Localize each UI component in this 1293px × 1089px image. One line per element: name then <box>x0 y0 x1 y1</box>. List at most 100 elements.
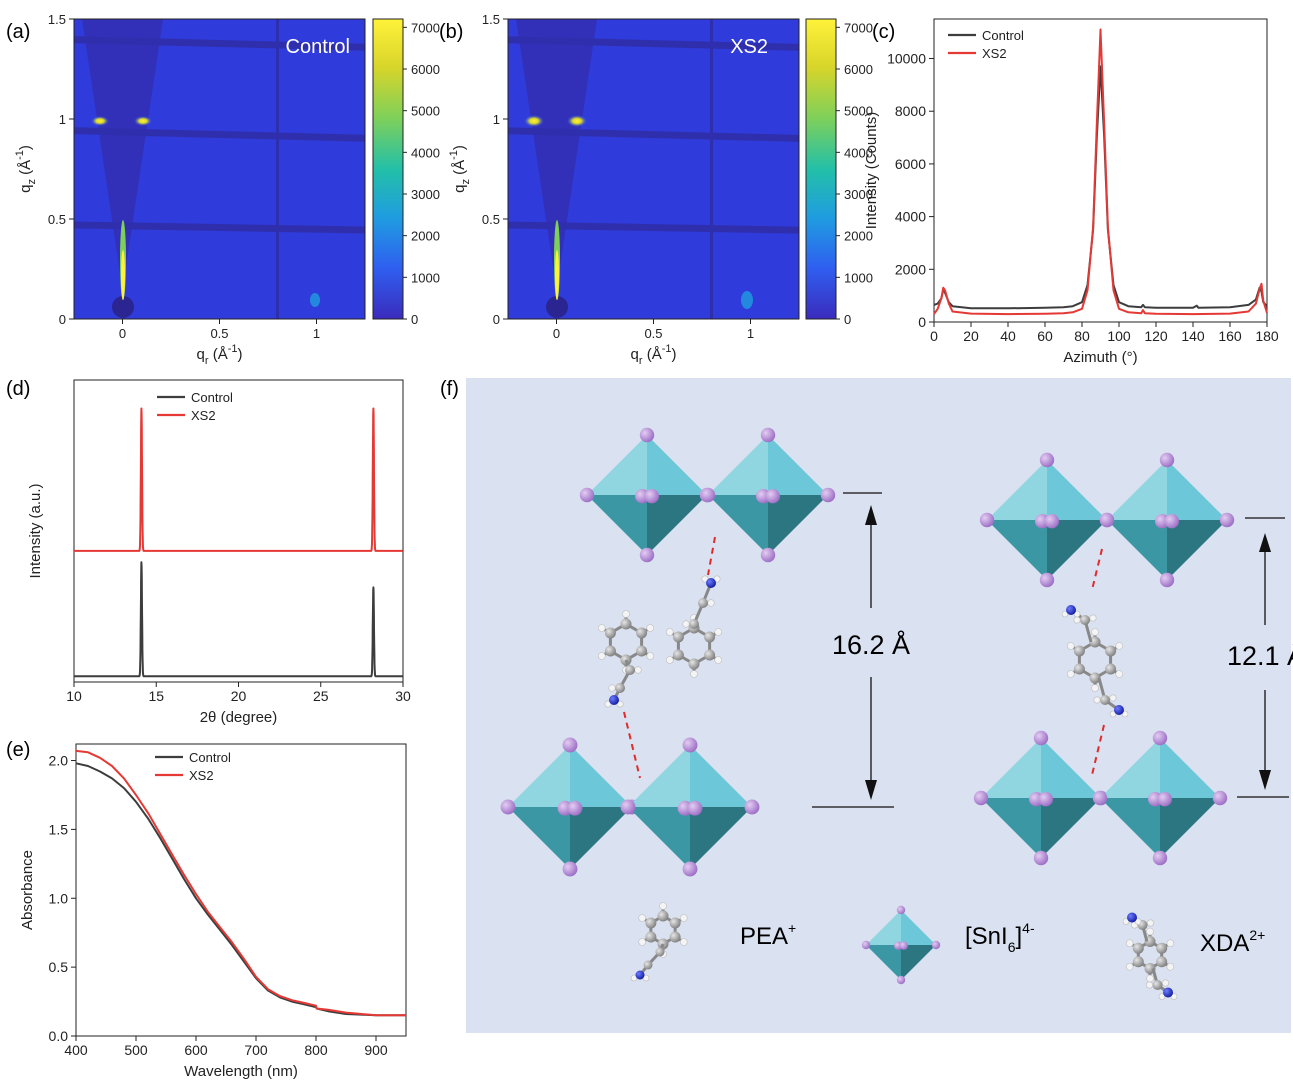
carbon-atom <box>604 627 616 639</box>
x-axis-label: qr (Å-1) <box>631 343 677 367</box>
iodide-atom <box>1159 452 1175 468</box>
colorbar-tick-label: 0 <box>844 312 851 327</box>
hydrogen-atom <box>1091 628 1099 636</box>
iodide-atom <box>760 547 776 563</box>
y-tick-label: 0 <box>493 312 500 327</box>
x-axis-label: Azimuth (°) <box>1063 349 1137 366</box>
panel-label-d: (d) <box>6 378 30 400</box>
colorbar-b: 0 1000 2000 3000 4000 5000 6000 7000 <box>805 18 873 327</box>
octa-face <box>1100 738 1160 798</box>
nitrogen-atom <box>609 695 619 705</box>
sni6-octahedron <box>500 737 640 877</box>
panel-label-a: (a) <box>6 21 30 43</box>
iodide-atom <box>562 861 578 877</box>
x-axis-label: qr (Å-1) <box>197 343 243 367</box>
colorbar-tick-label: 2000 <box>844 229 873 244</box>
hydrogen-atom <box>1066 670 1075 678</box>
octa-face <box>768 435 828 495</box>
series-line-control <box>75 762 406 1017</box>
octahedra-layers <box>500 427 1235 985</box>
octa-face <box>987 520 1047 580</box>
carbon-atom <box>698 598 708 608</box>
hydrogen-atom <box>646 624 655 632</box>
hydrogen-atom <box>622 610 630 618</box>
carbon-atom <box>1089 636 1101 648</box>
iodide-atom <box>896 975 906 985</box>
series-line-xs2 <box>75 749 406 1017</box>
colorbar-tick-label: 6000 <box>411 62 440 77</box>
legend-label-xs2: XS2 <box>982 46 1007 61</box>
nitrogen-atom <box>1163 987 1173 998</box>
colorbar-tick-label: 7000 <box>411 20 440 35</box>
iodide-atom <box>1099 512 1115 528</box>
hydrogen-bond <box>623 711 641 779</box>
y-tick-label: 10000 <box>887 51 926 67</box>
hydrogen-atom <box>1162 979 1170 987</box>
hydrogen-atom <box>597 624 606 632</box>
iodide-atom <box>973 790 989 806</box>
x-tick-label: 15 <box>148 688 164 704</box>
carbon-atom <box>1156 942 1168 954</box>
octa-face <box>647 495 707 555</box>
iodide-atom <box>639 427 655 443</box>
octa-face <box>987 460 1047 520</box>
x-tick-label: 1 <box>747 326 754 341</box>
y-axis-label: Absorbance <box>19 850 36 930</box>
x-tick-label: 500 <box>124 1042 148 1058</box>
carbon-atom <box>672 631 684 643</box>
iodide-atom <box>682 861 698 877</box>
iodide-atom <box>620 799 636 815</box>
iodide-atom <box>765 489 780 504</box>
x-tick-label: 180 <box>1255 328 1279 344</box>
legend-label-xs2: XS2 <box>189 768 214 783</box>
carbon-atom <box>672 649 684 661</box>
octa-face <box>1100 798 1160 858</box>
legend-label-control: Control <box>191 390 233 405</box>
octa-face <box>981 798 1041 858</box>
spacing-label-left: 16.2 Å <box>832 629 910 660</box>
giwaxs-map-xs2: XS2 <box>507 19 800 319</box>
y-tick-label: 1.5 <box>48 12 66 27</box>
octa-face <box>587 495 647 555</box>
x-axis-label: Wavelength (nm) <box>184 1063 298 1080</box>
series-line-xs2 <box>933 28 1268 316</box>
octa-face <box>1160 798 1220 858</box>
hydrogen-atom <box>1089 614 1097 622</box>
x-tick-label: 0 <box>119 326 126 341</box>
colorbar-gradient <box>372 18 404 320</box>
panel-label-f: (f) <box>440 378 459 400</box>
hydrogen-atom <box>1146 974 1154 983</box>
sni6-octahedron <box>579 427 715 563</box>
iodide-atom <box>1157 792 1173 807</box>
iodide-atom <box>744 799 760 815</box>
nitrogen-atom <box>1114 705 1124 715</box>
carbon-atom <box>1132 956 1144 968</box>
carbon-atom <box>620 618 632 630</box>
octa-face <box>901 945 936 980</box>
x-tick-label: 900 <box>364 1042 388 1058</box>
octa-face <box>1107 520 1167 580</box>
x-tick-label: 30 <box>395 688 411 704</box>
x-tick-label: 120 <box>1144 328 1168 344</box>
chart-azimuth: 0 20 40 60 80 100 120 140 160 180 0 2000 4000 6000 800… <box>863 18 1279 366</box>
octa-face <box>708 495 768 555</box>
y-axis-label: qz (Å-1) <box>448 145 472 193</box>
iodide-atom <box>931 940 941 950</box>
y-tick-label: 1.0 <box>49 890 69 906</box>
octa-face <box>690 807 752 869</box>
carbon-atom <box>657 910 669 922</box>
hydrogen-atom <box>1091 684 1099 692</box>
hydrogen-atom <box>665 656 674 664</box>
iodide-atom <box>500 799 516 815</box>
carbon-atom <box>1080 615 1090 625</box>
hydrogen-atom <box>638 938 647 946</box>
x-tick-label: 25 <box>313 688 329 704</box>
x-tick-label: 20 <box>963 328 979 344</box>
octa-face <box>1041 798 1101 858</box>
colorbar-tick-label: 5000 <box>411 104 440 119</box>
hydrogen-atom <box>682 620 690 628</box>
iodide-atom <box>899 941 908 950</box>
y-tick-label: 0.0 <box>49 1028 69 1044</box>
hydrogen-atom <box>1125 962 1134 971</box>
